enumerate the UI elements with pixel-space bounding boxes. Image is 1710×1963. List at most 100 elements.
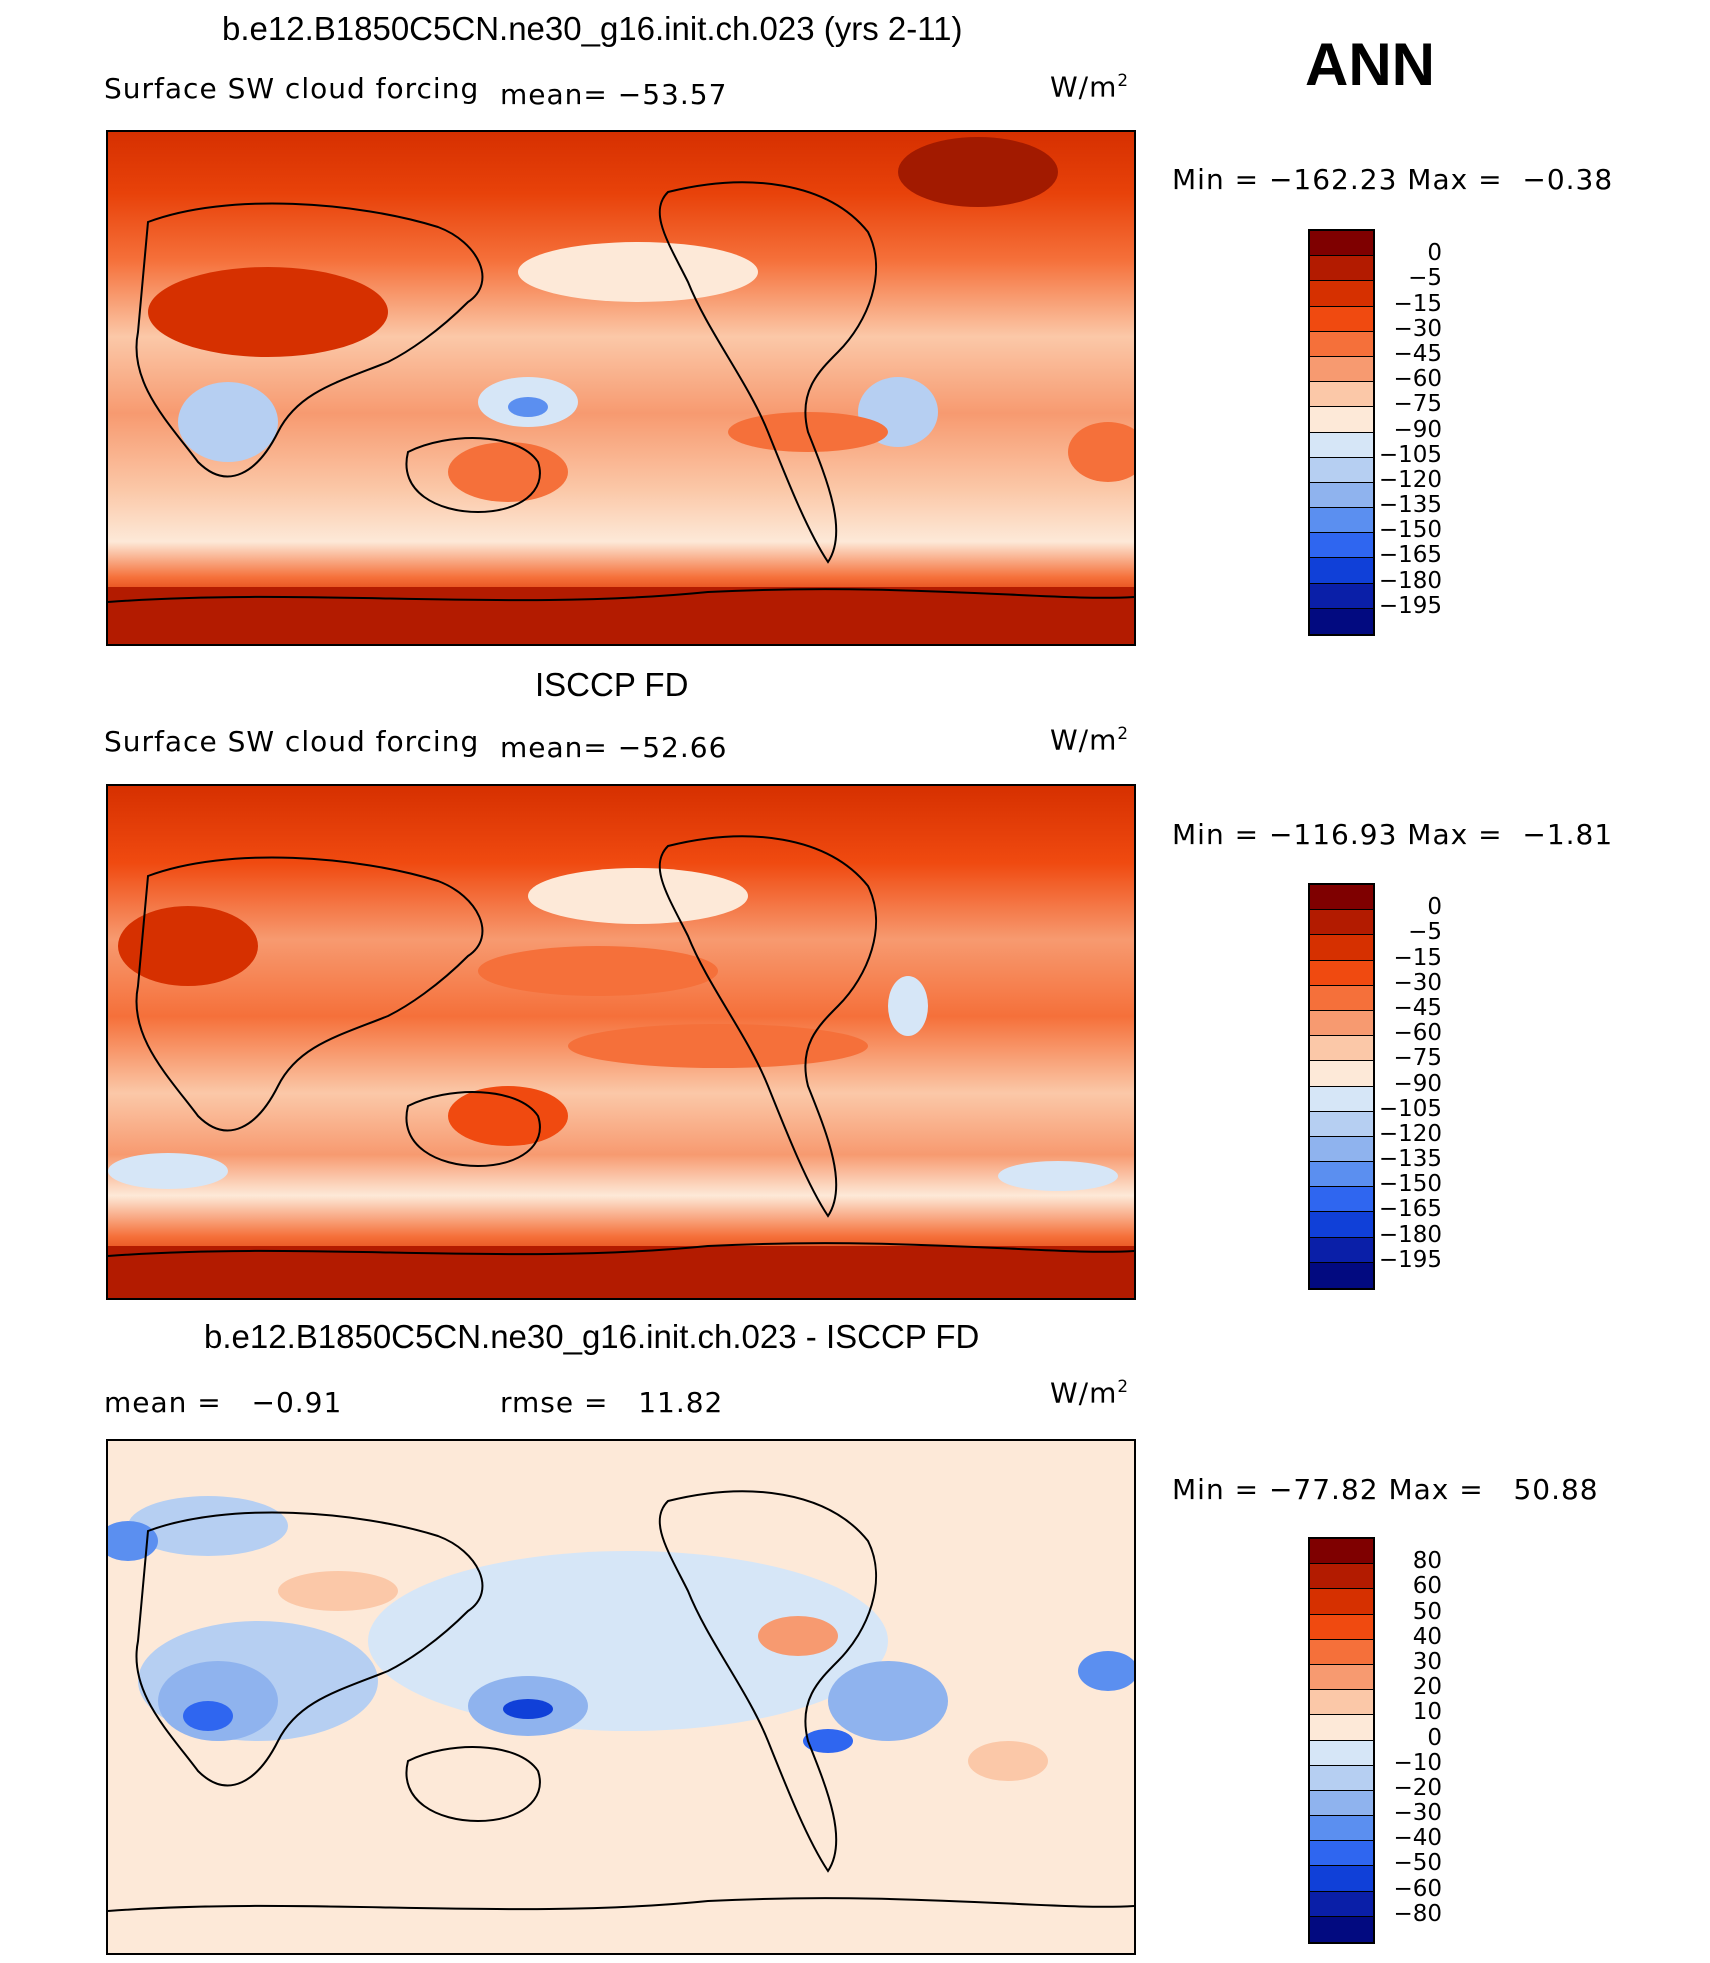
- colorbar-swatch: [1310, 306, 1373, 332]
- colorbar-swatch: [1310, 407, 1373, 433]
- colorbar-swatch: [1310, 1111, 1373, 1137]
- colorbar-tick-label: −165: [1378, 1196, 1442, 1223]
- panel-2-minmax: Min = −116.93 Max = −1.81: [1172, 818, 1614, 851]
- colorbar-tick-label: 0: [1427, 894, 1442, 921]
- panel-1-mean: mean= −53.57: [500, 78, 727, 111]
- colorbar-tick-label: −60: [1393, 1875, 1442, 1902]
- colorbar-swatch: [1310, 885, 1373, 911]
- colorbar-swatch: [1310, 1564, 1373, 1590]
- panel-2-mean-label: mean=: [500, 731, 608, 764]
- panel-3-mean-label: mean =: [104, 1386, 222, 1419]
- panel-2-min-value: −116.93: [1268, 818, 1398, 851]
- colorbar-swatch: [1310, 1589, 1373, 1615]
- season-label: ANN: [1305, 31, 1435, 98]
- panel-1-mean-value: −53.57: [617, 78, 728, 111]
- colorbar-tick-label: −75: [1393, 391, 1442, 418]
- units-exponent: 2: [1117, 70, 1130, 90]
- colorbar-tick-label: −105: [1378, 441, 1442, 468]
- colorbar-swatch: [1310, 457, 1373, 483]
- colorbar-tick-label: −45: [1393, 994, 1442, 1021]
- colorbar-swatch: [1310, 1690, 1373, 1716]
- colorbar-swatch: [1310, 1816, 1373, 1842]
- panel-3-min-label: Min: [1172, 1473, 1225, 1506]
- colorbar-tick-label: −60: [1393, 1020, 1442, 1047]
- panel-1-max-label: Max: [1407, 163, 1469, 196]
- panel-2-min-label: Min: [1172, 818, 1225, 851]
- colorbar-tick-label: −20: [1393, 1774, 1442, 1801]
- colorbar-swatch: [1310, 583, 1373, 609]
- colorbar-tick-label: −30: [1393, 315, 1442, 342]
- colorbar-tick-label: −180: [1378, 567, 1442, 594]
- panel-3-min-value: −77.82: [1268, 1473, 1379, 1506]
- colorbar-swatch: [1310, 256, 1373, 282]
- panel-2-colorbar: [1308, 883, 1375, 1290]
- panel-2-variable-label: Surface SW cloud forcing: [104, 725, 480, 758]
- colorbar-tick-label: −135: [1378, 492, 1442, 519]
- colorbar-swatch: [1310, 1715, 1373, 1741]
- colorbar-swatch: [1310, 1891, 1373, 1917]
- panel-3-minmax: Min = −77.82 Max = 50.88: [1172, 1473, 1599, 1506]
- colorbar-swatch: [1310, 910, 1373, 936]
- colorbar-swatch: [1310, 1740, 1373, 1766]
- panel-2-max-value: −1.81: [1522, 818, 1614, 851]
- panel-1-min-value: −162.23: [1268, 163, 1398, 196]
- colorbar-tick-label: 20: [1412, 1674, 1442, 1701]
- panel-3-colorbar: [1308, 1537, 1375, 1944]
- colorbar-tick-label: −165: [1378, 542, 1442, 569]
- colorbar-tick-label: −30: [1393, 969, 1442, 996]
- colorbar-swatch: [1310, 1136, 1373, 1163]
- colorbar-tick-label: −10: [1393, 1749, 1442, 1776]
- colorbar-tick-label: −50: [1393, 1850, 1442, 1877]
- colorbar-tick-label: 50: [1412, 1598, 1442, 1625]
- colorbar-swatch: [1310, 231, 1373, 257]
- colorbar-swatch: [1310, 1212, 1373, 1238]
- colorbar-tick-label: −30: [1393, 1800, 1442, 1827]
- colorbar-swatch: [1310, 608, 1373, 634]
- units-base: W/m: [1050, 723, 1118, 757]
- panel-1-minmax: Min = −162.23 Max = −0.38: [1172, 163, 1614, 196]
- units-exponent: 2: [1117, 1376, 1130, 1396]
- colorbar-tick-label: 30: [1412, 1648, 1442, 1675]
- panel-3-max-value: 50.88: [1513, 1473, 1599, 1506]
- colorbar-swatch: [1310, 1539, 1373, 1565]
- panel-1-colorbar: [1308, 229, 1375, 636]
- colorbar-swatch: [1310, 1162, 1373, 1188]
- colorbar-swatch: [1310, 1614, 1373, 1640]
- colorbar-swatch: [1310, 1086, 1373, 1112]
- colorbar-tick-label: −80: [1393, 1900, 1442, 1927]
- colorbar-tick-label: −90: [1393, 1070, 1442, 1097]
- colorbar-tick-label: −90: [1393, 416, 1442, 443]
- colorbar-tick-label: −150: [1378, 1171, 1442, 1198]
- colorbar-tick-label: −195: [1378, 1246, 1442, 1273]
- colorbar-swatch: [1310, 1262, 1373, 1288]
- panel-2-max-label: Max: [1407, 818, 1469, 851]
- colorbar-tick-label: −150: [1378, 517, 1442, 544]
- colorbar-swatch: [1310, 1841, 1373, 1867]
- colorbar-tick-label: −120: [1378, 1120, 1442, 1147]
- colorbar-swatch: [1310, 356, 1373, 383]
- colorbar-tick-label: −60: [1393, 366, 1442, 393]
- colorbar-swatch: [1310, 1765, 1373, 1791]
- panel-3-rmse: rmse = 11.82: [500, 1386, 723, 1419]
- colorbar-swatch: [1310, 935, 1373, 961]
- colorbar-tick-label: −5: [1408, 919, 1442, 946]
- panel-2-units: W/m2: [1050, 723, 1129, 756]
- colorbar-swatch: [1310, 1061, 1373, 1087]
- panel-3-rmse-value: 11.82: [638, 1386, 724, 1419]
- colorbar-swatch: [1310, 1187, 1373, 1213]
- colorbar-swatch: [1310, 558, 1373, 584]
- panel-3-mean: mean = −0.91: [104, 1386, 342, 1419]
- colorbar-tick-label: 0: [1427, 1724, 1442, 1751]
- panel-1-max-value: −0.38: [1522, 163, 1614, 196]
- colorbar-tick-label: 0: [1427, 240, 1442, 267]
- colorbar-tick-label: −180: [1378, 1221, 1442, 1248]
- colorbar-swatch: [1310, 1036, 1373, 1062]
- units-exponent: 2: [1117, 723, 1130, 743]
- colorbar-swatch: [1310, 1916, 1373, 1942]
- colorbar-swatch: [1310, 1237, 1373, 1263]
- colorbar-swatch: [1310, 1664, 1373, 1691]
- colorbar-tick-label: 10: [1412, 1699, 1442, 1726]
- colorbar-tick-label: −15: [1393, 290, 1442, 317]
- colorbar-tick-label: −45: [1393, 340, 1442, 367]
